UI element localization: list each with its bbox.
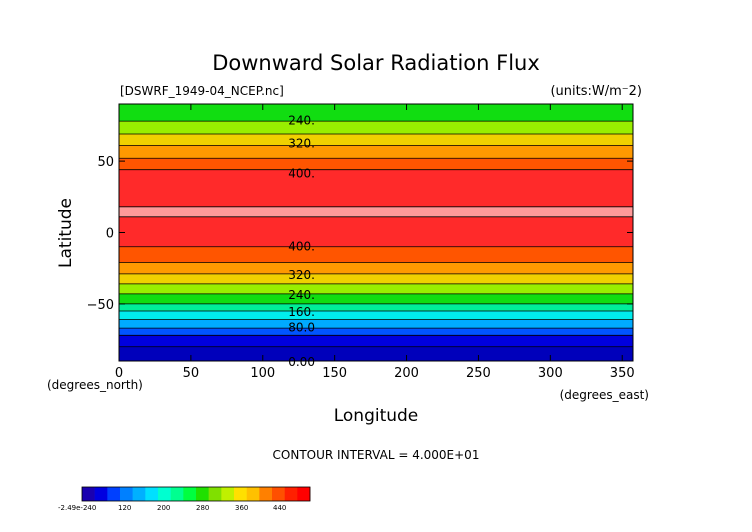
heatmap-band: [119, 283, 633, 294]
contour-label: 80.0: [288, 321, 315, 335]
colorbar-swatch: [196, 487, 209, 501]
x-axis-label: Longitude: [334, 406, 419, 426]
heatmap-band: [119, 104, 633, 122]
contour-label: 0.00: [288, 355, 315, 369]
colorbar-swatch: [183, 487, 197, 501]
heatmap-band: [119, 328, 633, 336]
colorbar-swatch: [221, 487, 235, 501]
x-tick-label: 100: [250, 366, 275, 381]
y-tick-label: 50: [97, 155, 114, 170]
colorbar-swatch: [107, 487, 121, 501]
heatmap-band: [119, 216, 633, 247]
colorbar-swatch: [158, 487, 171, 501]
heatmap-band: [119, 335, 633, 347]
heatmap-band: [119, 121, 633, 134]
heatmap-band: [119, 319, 633, 329]
colorbar-swatch: [234, 487, 247, 501]
file-label: [DSWRF_1949-04_NCEP.nc]: [120, 84, 284, 98]
colorbar-swatch: [94, 487, 108, 501]
y-tick-label: 0: [106, 227, 114, 242]
x-unit-label: (degrees_east): [560, 388, 649, 402]
colorbar-swatch: [170, 487, 184, 501]
heatmap-band: [119, 133, 633, 146]
units-label: (units:W/m⁻2): [550, 84, 642, 99]
contour-label: 320.: [288, 268, 315, 282]
colorbar-swatch: [132, 487, 146, 501]
x-axis-ticks: 0 50 100 150 200 250 300 350: [115, 104, 635, 381]
x-tick-label: 300: [538, 366, 563, 381]
contour-label: 400.: [288, 239, 315, 253]
x-tick-label: 0: [115, 366, 123, 381]
colorbar-swatch: [272, 487, 285, 501]
colorbar: [81, 486, 311, 502]
colorbar-label: 440: [273, 504, 286, 512]
colorbar-swatch: [297, 487, 311, 501]
heatmap-band: [119, 158, 633, 170]
colorbar-label: 120: [118, 504, 131, 512]
contour-label: 400.: [288, 167, 315, 181]
heatmap-band: [119, 346, 633, 361]
y-axis-label: Latitude: [56, 198, 76, 268]
colorbar-swatch: [120, 487, 133, 501]
contour-label: 240.: [288, 114, 315, 128]
colorbar-label: 200: [157, 504, 170, 512]
heatmap-band: [119, 303, 633, 312]
x-tick-label: 200: [394, 366, 419, 381]
colorbar-label: 280: [196, 504, 209, 512]
heatmap-band: [119, 293, 633, 304]
x-tick-label: 350: [610, 366, 635, 381]
contour-labels: 240. 320. 400. 400. 320. 240. 160. 80.0 0.00: [288, 114, 315, 369]
y-tick-label: −50: [87, 298, 114, 313]
colorbar-label: -2.49e-240: [58, 504, 96, 512]
colorbar-swatch: [284, 487, 298, 501]
colorbar-swatch: [145, 487, 159, 501]
contour-label: 160.: [288, 305, 315, 319]
colorbar-label: 360: [235, 504, 248, 512]
contour-lines: [119, 120, 633, 348]
contour-label: 320.: [288, 137, 315, 151]
colorbar-swatch: [208, 487, 222, 501]
heatmap-band: [119, 145, 633, 159]
x-tick-label: 250: [466, 366, 491, 381]
heatmap-band: [119, 246, 633, 263]
heatmap-band: [119, 311, 633, 320]
colorbar-frame: [81, 486, 311, 502]
heatmap-band: [119, 262, 633, 274]
x-tick-label: 150: [322, 366, 347, 381]
colorbar-swatch: [246, 487, 260, 501]
heatmap-band: [119, 169, 633, 207]
heatmap-band: [119, 206, 633, 217]
x-tick-label: 50: [183, 366, 200, 381]
chart-title: Downward Solar Radiation Flux: [212, 51, 540, 75]
heatmap-band: [119, 273, 633, 284]
colorbar-swatch: [259, 487, 273, 501]
y-axis-ticks: −50 0 50: [87, 155, 633, 313]
colorbar-labels: -2.49e-240 120 200 280 360 440: [58, 504, 286, 512]
heatmap-bands: [119, 104, 633, 361]
y-unit-label: (degrees_north): [47, 378, 143, 392]
contour-interval-text: CONTOUR INTERVAL = 4.000E+01: [273, 448, 480, 462]
contour-label: 240.: [288, 288, 315, 302]
colorbar-swatch: [82, 487, 95, 501]
